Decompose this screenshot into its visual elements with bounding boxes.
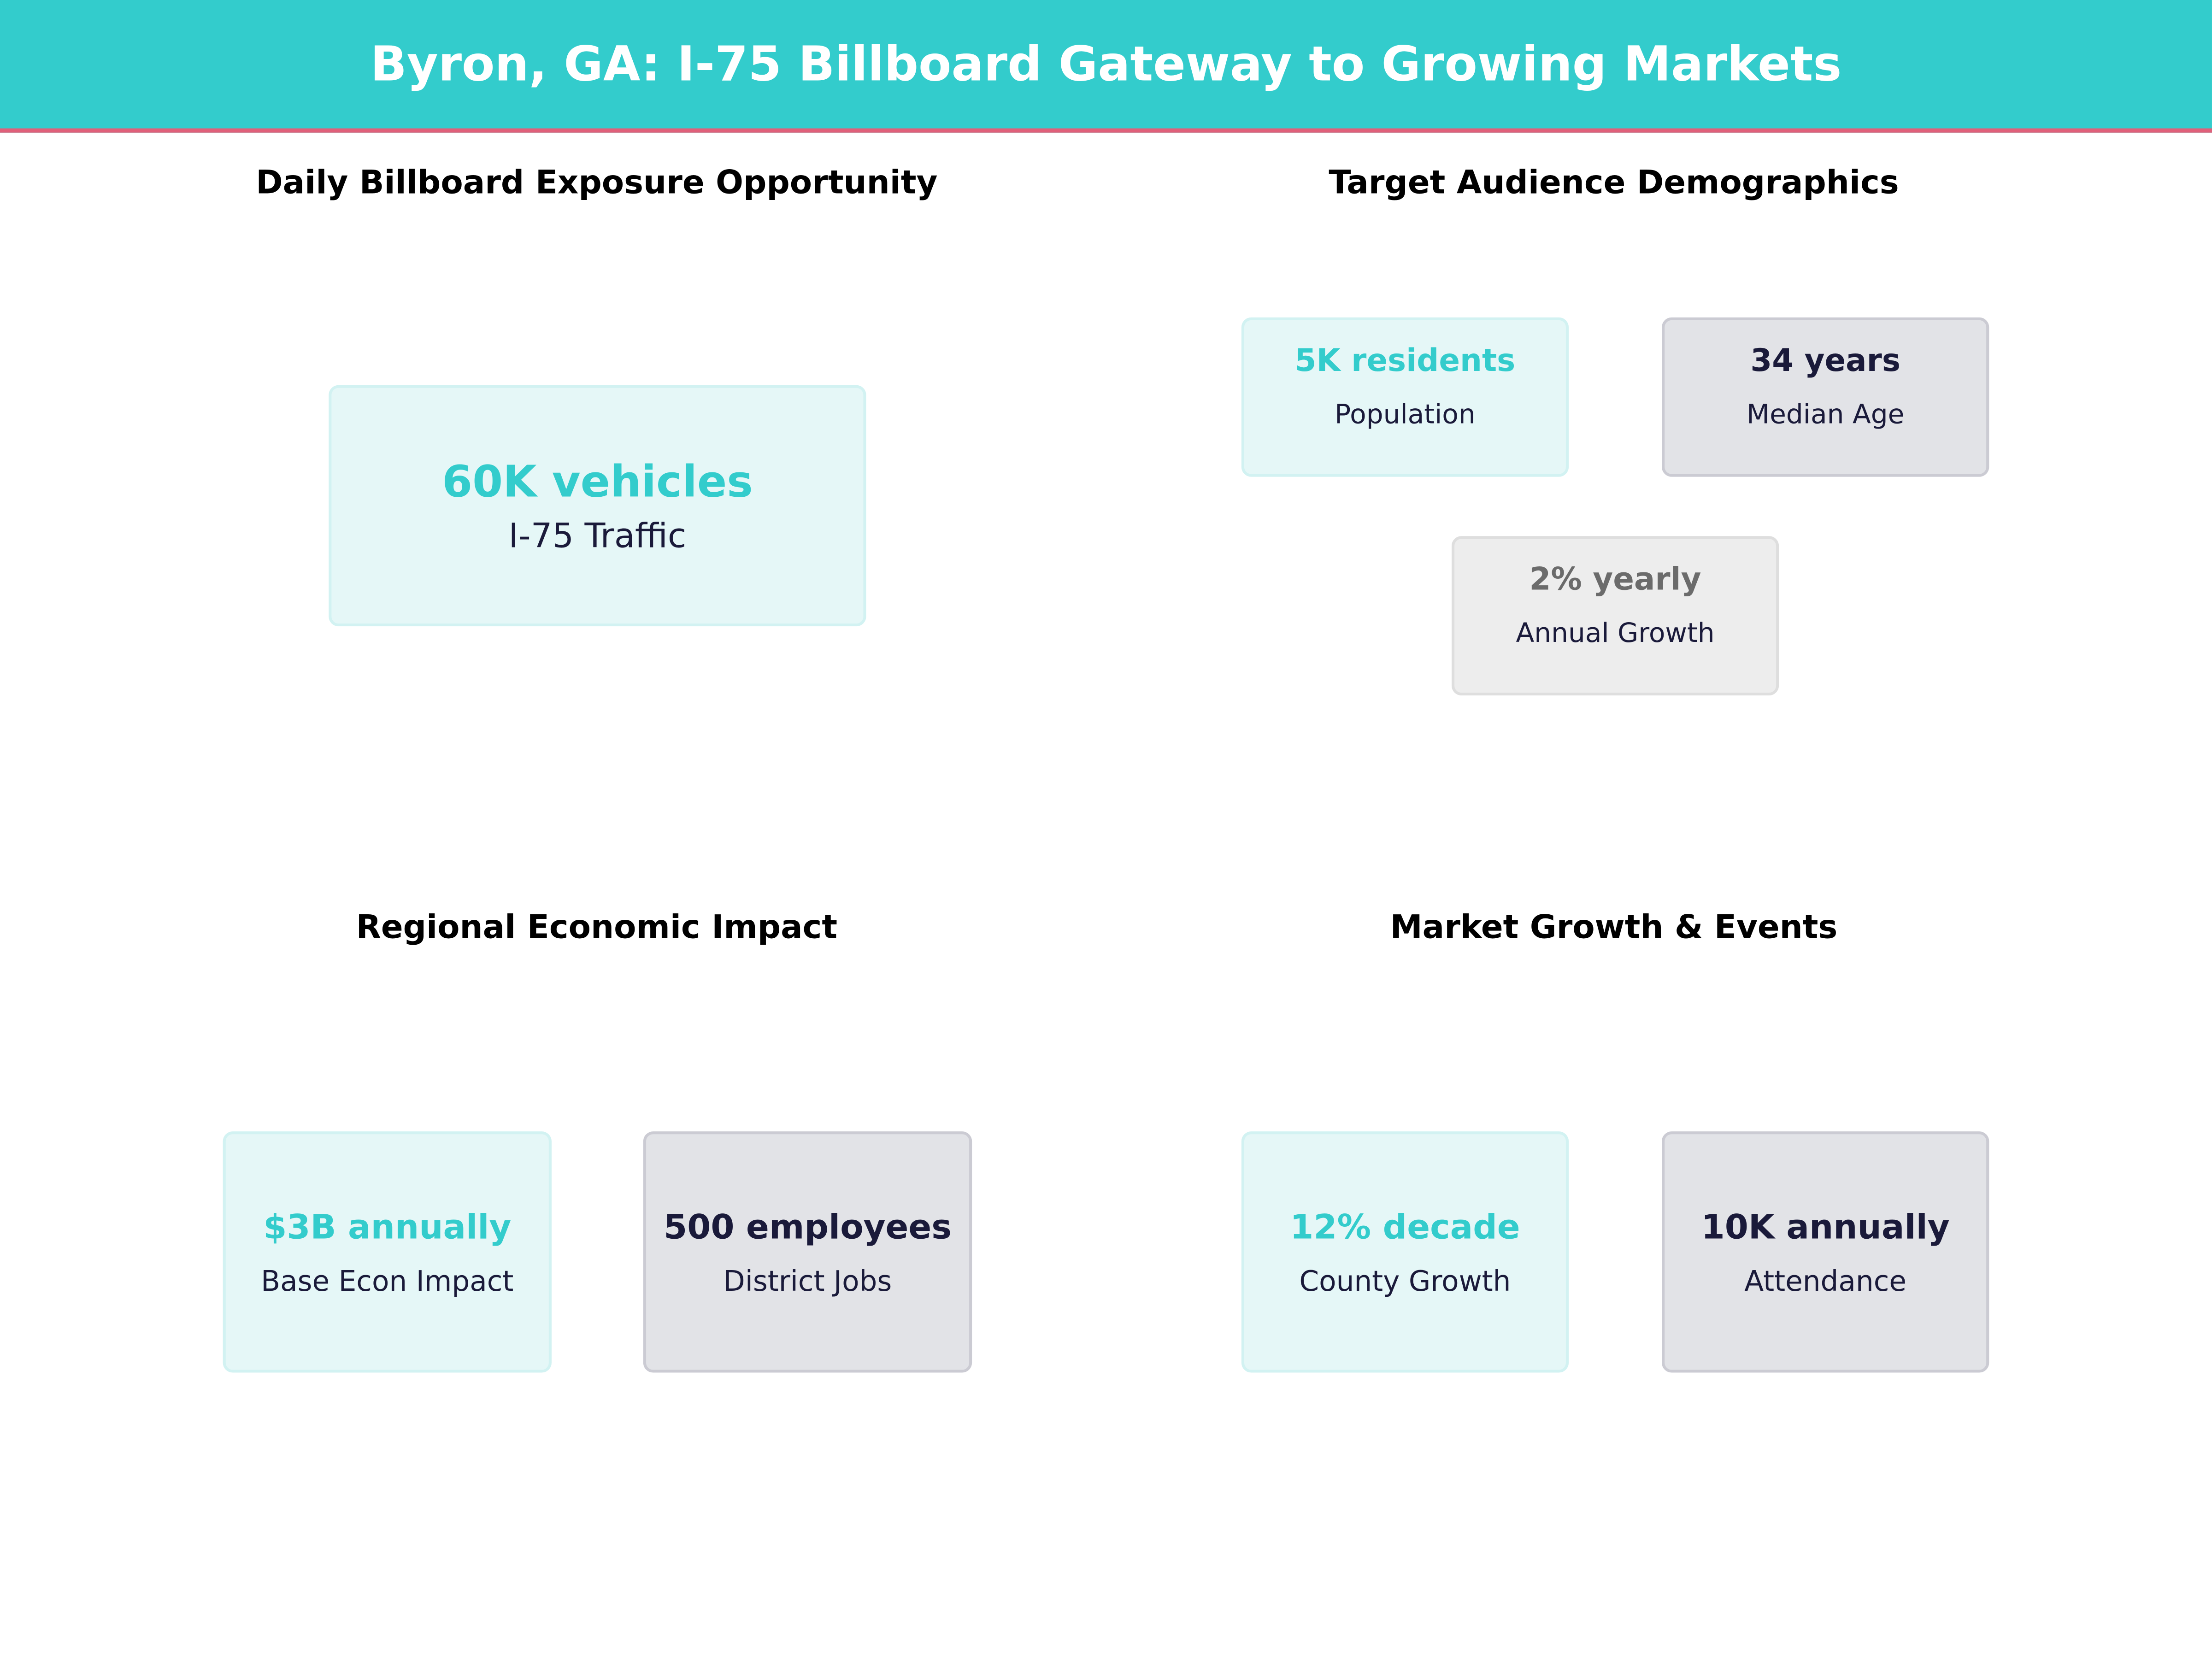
stat-value: 60K vehicles — [442, 456, 753, 507]
stat-label: Attendance — [1744, 1263, 1907, 1297]
stat-card-annual-growth: 2% yearly Annual Growth — [1451, 536, 1779, 696]
stat-value: 5K residents — [1294, 344, 1516, 380]
panel-title-market-growth: Market Growth & Events — [1390, 910, 1838, 947]
panel-title-exposure: Daily Billboard Exposure Opportunity — [256, 165, 938, 202]
stat-label: District Jobs — [723, 1263, 892, 1297]
stat-card-population: 5K residents Population — [1241, 317, 1569, 477]
page-title: Byron, GA: I-75 Billboard Gateway to Gro… — [370, 36, 1842, 93]
stat-label: Annual Growth — [1516, 618, 1715, 649]
stat-card-district-jobs: 500 employees District Jobs — [643, 1131, 972, 1373]
stat-card-median-age: 34 years Median Age — [1662, 317, 1989, 477]
stat-value: 34 years — [1750, 344, 1900, 380]
stat-value: 12% decade — [1290, 1206, 1520, 1247]
stat-value: 10K annually — [1701, 1206, 1950, 1247]
stat-label: Base Econ Impact — [261, 1263, 514, 1297]
stat-card-econ-impact: $3B annually Base Econ Impact — [223, 1131, 552, 1373]
header-banner: Byron, GA: I-75 Billboard Gateway to Gro… — [0, 0, 2212, 133]
stat-card-traffic: 60K vehicles I-75 Traffic — [329, 385, 866, 627]
panel-title-demographics: Target Audience Demographics — [1329, 165, 1899, 202]
stat-label: I-75 Traffic — [508, 515, 687, 555]
stat-value: 500 employees — [664, 1206, 952, 1247]
stat-value: $3B annually — [263, 1206, 512, 1247]
stat-card-county-growth: 12% decade County Growth — [1241, 1131, 1569, 1373]
stat-label: Population — [1335, 399, 1476, 430]
stat-label: Median Age — [1746, 399, 1905, 430]
panel-title-economic-impact: Regional Economic Impact — [356, 910, 838, 947]
stat-value: 2% yearly — [1529, 563, 1701, 598]
stat-label: County Growth — [1299, 1263, 1511, 1297]
stat-card-attendance: 10K annually Attendance — [1662, 1131, 1989, 1373]
